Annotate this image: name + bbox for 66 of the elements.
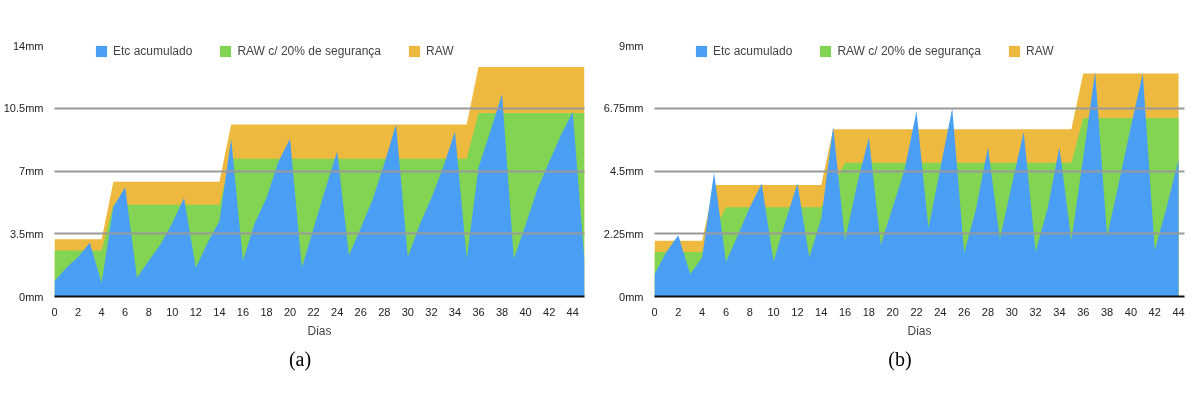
- x-tick-label: 6: [122, 305, 129, 318]
- legend-label: RAW: [426, 44, 454, 58]
- x-tick-label: 10: [767, 305, 780, 318]
- x-tick-label: 26: [958, 305, 971, 318]
- x-tick-label: 6: [722, 305, 730, 318]
- x-tick-label: 38: [1100, 305, 1114, 318]
- x-tick-label: 24: [934, 305, 947, 318]
- x-tick-label: 14: [213, 305, 226, 318]
- x-tick-label: 32: [425, 305, 438, 318]
- text: (a): [288, 347, 312, 373]
- x-tick-label: 36: [472, 305, 485, 318]
- x-tick-label: 36: [1077, 305, 1090, 318]
- x-tick-label: 18: [260, 305, 273, 318]
- x-tick-label: 12: [791, 305, 804, 318]
- x-tick-label: 20: [886, 305, 899, 318]
- y-tick-label: 9mm: [619, 39, 644, 52]
- legend-label: Etc acumulado: [113, 44, 193, 58]
- x-tick-label: 2: [75, 305, 82, 318]
- legend-label: Etc acumulado: [713, 44, 793, 58]
- x-tick-label: 28: [378, 305, 391, 318]
- x-tick-label: 4: [98, 305, 105, 318]
- x-tick-label: 16: [838, 305, 852, 318]
- text: (b): [888, 347, 912, 372]
- x-tick-label: 40: [519, 305, 532, 318]
- y-tick-label: 10.5mm: [3, 102, 44, 115]
- x-tick-label: 26: [354, 305, 367, 318]
- x-tick-label: 10: [166, 305, 179, 318]
- x-tick-label: 18: [862, 305, 876, 318]
- x-tick-label: 22: [307, 305, 320, 318]
- x-tick-label: 12: [189, 305, 202, 318]
- legend-label: RAW: [1026, 44, 1054, 58]
- y-tick-label: 6.75mm: [603, 102, 644, 115]
- x-tick-label: 0: [651, 305, 658, 318]
- x-tick-label: 8: [145, 305, 152, 318]
- x-tick-label: 22: [910, 305, 923, 318]
- x-tick-label: 38: [495, 305, 509, 318]
- y-tick-label: 7mm: [19, 165, 44, 177]
- x-tick-label: 20: [283, 305, 297, 318]
- y-tick-label: 2.25mm: [603, 227, 644, 240]
- x-tick-label: 24: [331, 305, 344, 318]
- y-tick-label: 0mm: [19, 290, 44, 303]
- y-tick-label: 3.5mm: [9, 227, 44, 240]
- x-tick-label: 44: [1172, 305, 1185, 318]
- x-tick-label: 42: [543, 305, 556, 318]
- x-tick-label: 28: [981, 305, 995, 318]
- x-tick-label: 42: [1148, 305, 1161, 318]
- x-tick-label: 0: [51, 305, 58, 318]
- x-tick-label: 32: [1029, 305, 1042, 318]
- x-tick-label: 34: [1053, 305, 1066, 318]
- x-tick-label: 8: [746, 305, 753, 318]
- x-tick-label: 4: [699, 305, 706, 318]
- x-tick-label: 44: [566, 305, 579, 318]
- x-tick-label: 30: [1005, 305, 1018, 318]
- legend-label: RAW c/ 20% de segurança: [837, 44, 982, 58]
- x-tick-label: 40: [1124, 305, 1138, 318]
- x-tick-label: 16: [236, 305, 250, 318]
- x-axis-title: Dias: [907, 323, 932, 338]
- x-axis-title: Dias: [307, 323, 332, 338]
- y-tick-label: 0mm: [619, 290, 644, 303]
- x-tick-label: 2: [675, 305, 682, 318]
- x-tick-label: 34: [448, 305, 462, 318]
- x-tick-label: 30: [401, 305, 414, 318]
- x-tick-label: 14: [815, 305, 828, 318]
- legend-label: RAW c/ 20% de segurança: [237, 44, 382, 58]
- y-tick-label: 14mm: [12, 39, 44, 52]
- y-tick-label: 4.5mm: [609, 165, 644, 177]
